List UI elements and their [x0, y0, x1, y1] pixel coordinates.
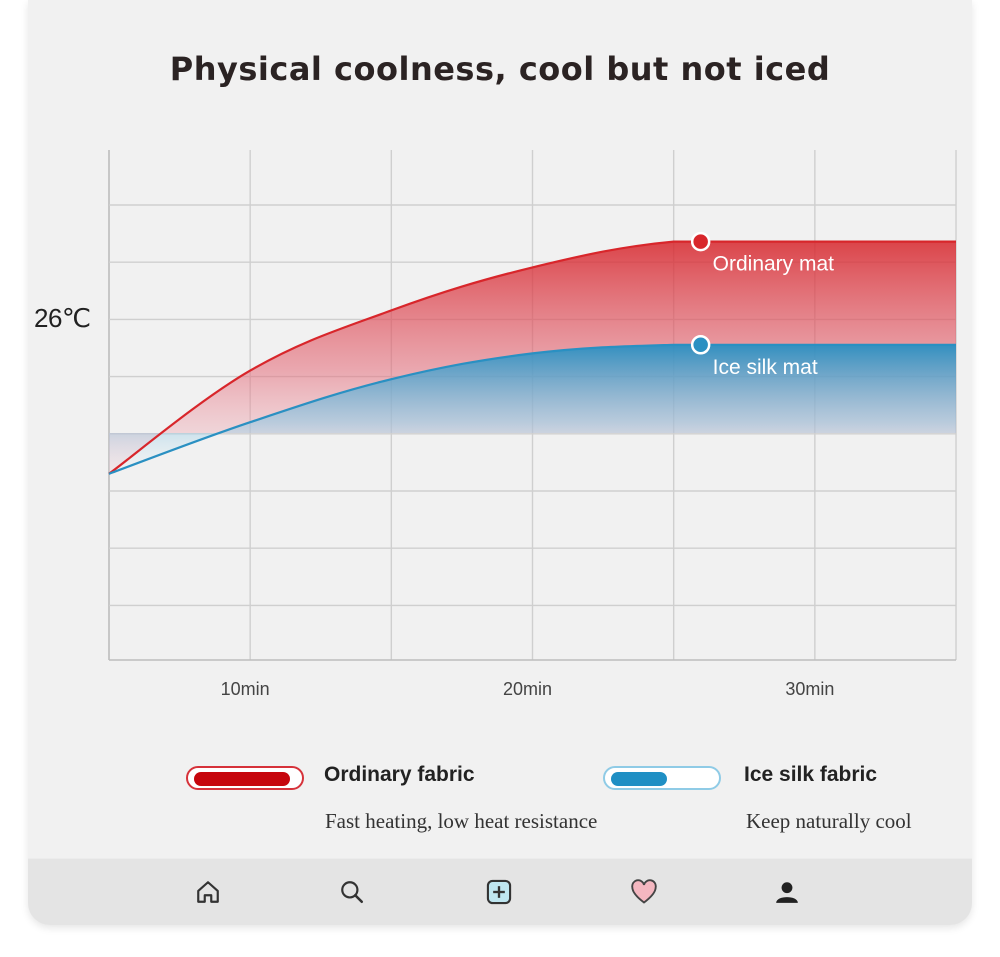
legend-desc-ordinary: Fast heating, low heat resistance [325, 809, 598, 833]
series-label-ordinary-mat: Ordinary mat [713, 253, 835, 276]
legend-swatch-ice-silk [603, 766, 721, 790]
bottom-nav [28, 858, 972, 925]
chart-title: Physical coolness, cool but not iced [169, 50, 831, 88]
series-label-ice-silk-mat: Ice silk mat [713, 356, 818, 379]
search-icon[interactable] [337, 877, 367, 907]
add-icon[interactable] [484, 877, 514, 907]
x-tick-label: 10min [221, 679, 270, 699]
x-tick-label: 30min [785, 679, 834, 699]
series-area-ice-silk-mat [109, 344, 956, 474]
legend-swatch-ordinary [186, 766, 304, 790]
legend-label-ice-silk: Ice silk fabric [744, 763, 878, 786]
marker-ice-silk-mat [690, 335, 711, 355]
legend-label-ordinary: Ordinary fabric [324, 763, 475, 786]
series-line-ice-silk-mat [108, 343, 956, 475]
poster-card: Physical coolness, cool but not iced 26℃… [28, 0, 972, 925]
series-line-ordinary-mat [108, 240, 956, 475]
home-icon[interactable] [193, 877, 223, 907]
heart-icon[interactable] [629, 877, 659, 907]
y-tick-label: 26℃ [34, 303, 91, 333]
legend-desc-ice-silk: Keep naturally cool [746, 809, 912, 833]
x-tick-label: 20min [503, 679, 552, 699]
marker-ordinary-mat [690, 231, 711, 252]
user-icon[interactable] [772, 877, 802, 907]
line-chart: Ordinary mat Ice silk mat 10min 20min 30min [108, 150, 957, 699]
